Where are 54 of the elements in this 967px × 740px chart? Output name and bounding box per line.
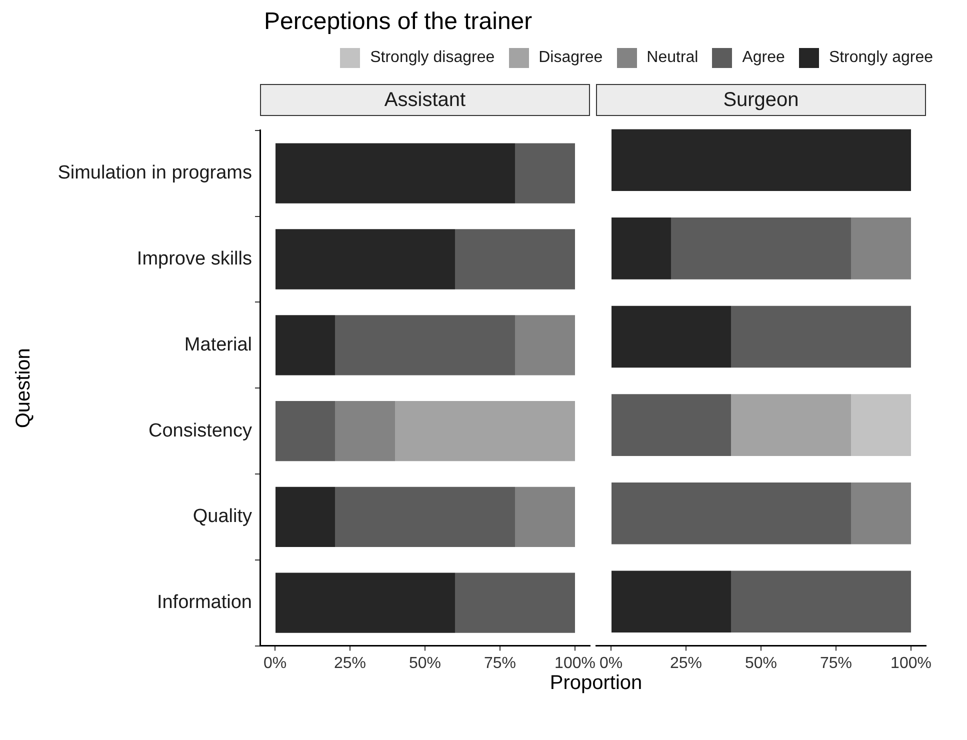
bar (612, 394, 731, 456)
bar (612, 570, 731, 633)
bar (851, 218, 911, 280)
bar (395, 400, 575, 462)
x-tick-label: 100% (890, 654, 932, 672)
x-tick-label: 75% (484, 654, 516, 672)
bar (515, 315, 575, 376)
bar (335, 400, 395, 462)
bar (731, 306, 911, 368)
x-tick-label: 0% (599, 654, 623, 672)
bar (731, 570, 911, 633)
legend-label: Disagree (538, 49, 603, 67)
bar (276, 229, 455, 290)
chart-title: Perceptions of the trainer (264, 8, 534, 36)
bar (851, 482, 911, 544)
x-axis-title: Proportion (548, 672, 644, 695)
x-tick-label: 25% (334, 654, 366, 672)
bar (612, 482, 851, 544)
bar (276, 486, 335, 548)
bar (276, 572, 455, 633)
legend-label: Strongly agree (828, 49, 933, 67)
bar (455, 229, 575, 290)
chart-subtitle: Surgeon (596, 84, 926, 116)
bar (335, 486, 515, 548)
legend-label: Neutral (646, 49, 698, 67)
bar (455, 572, 575, 633)
x-tick-label: 0% (263, 654, 287, 672)
bar (851, 394, 911, 456)
y-axis-title: Question (12, 348, 35, 428)
y-tick-label: Improve skills (136, 248, 252, 270)
x-tick-label: 100% (554, 654, 596, 672)
y-tick-label: Simulation in programs (58, 162, 252, 184)
bar (612, 306, 731, 368)
bar (276, 143, 515, 204)
y-tick-label: Material (184, 334, 252, 356)
legend-label: Strongly disagree (370, 49, 495, 67)
x-tick-label: 50% (744, 654, 778, 672)
bar (515, 143, 575, 204)
bar (612, 129, 911, 192)
bar (731, 394, 851, 456)
y-tick-label: Quality (192, 506, 252, 528)
y-tick-label: Information (156, 592, 252, 614)
bar (276, 400, 335, 462)
bar (612, 218, 671, 280)
bar (276, 315, 335, 376)
x-tick-label: 50% (408, 654, 442, 672)
bar (335, 315, 515, 376)
bar (671, 218, 851, 280)
x-tick-label: 75% (820, 654, 852, 672)
chart-subtitle: Assistant (260, 84, 590, 116)
legend-label: Agree (742, 49, 785, 67)
y-tick-label: Consistency (148, 420, 252, 442)
x-tick-label: 25% (670, 654, 702, 672)
bar (515, 486, 575, 548)
